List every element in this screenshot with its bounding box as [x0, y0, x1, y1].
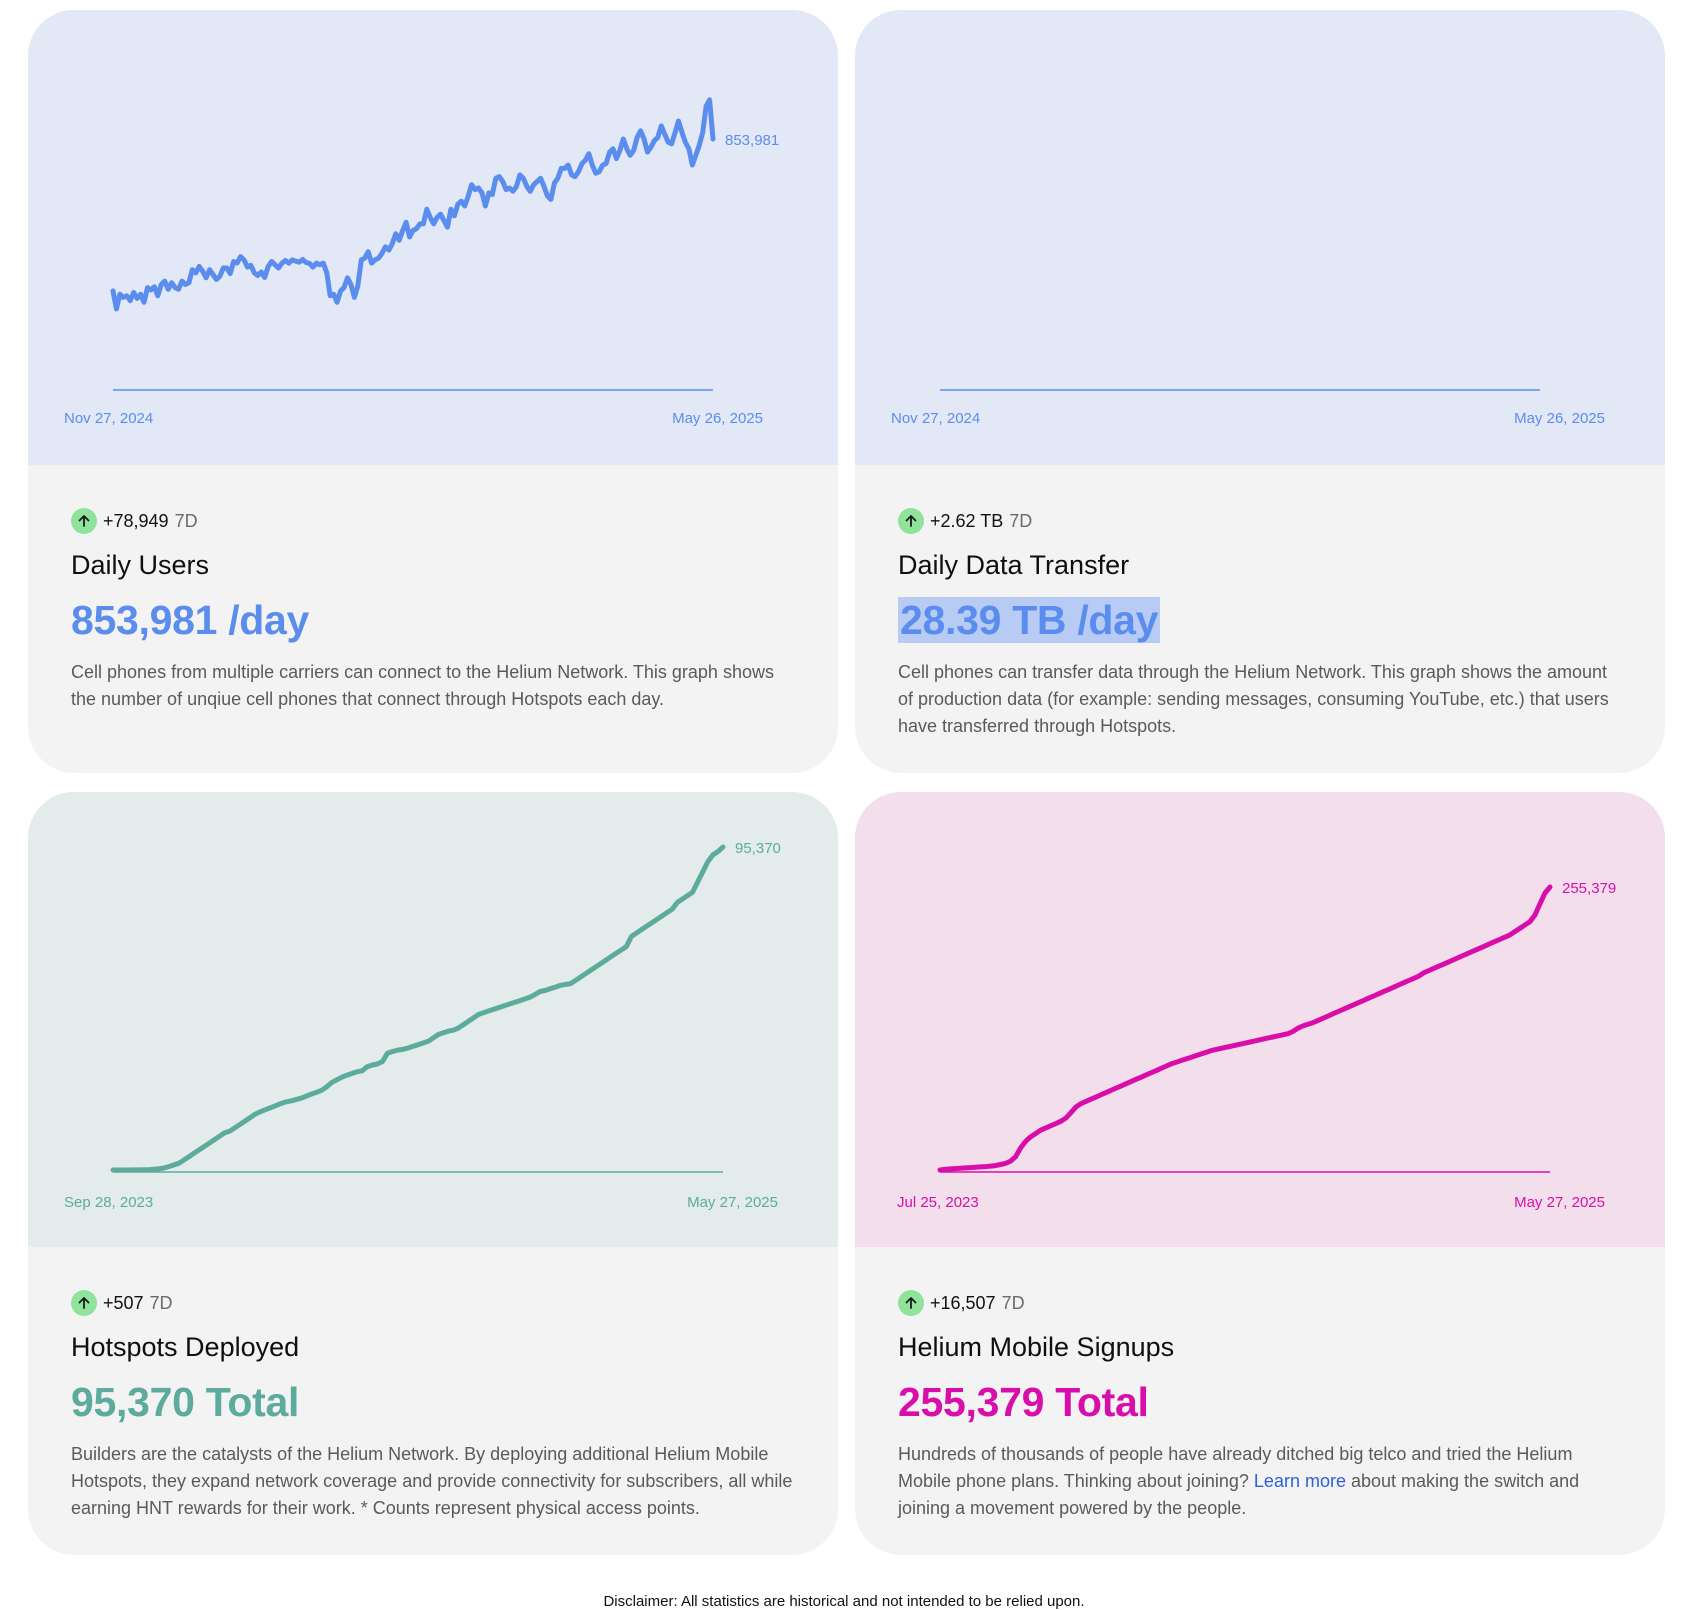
- description-text: about making the switch and joining a mo…: [898, 1471, 1580, 1518]
- delta-row: +507 7D: [71, 1289, 795, 1317]
- x-tick-label: May 27, 2025: [687, 1194, 778, 1211]
- description-text: Hundreds of thousands of people have alr…: [898, 1444, 1573, 1491]
- x-tick-label: May 27, 2025: [1514, 1194, 1605, 1211]
- delta-value: +507: [103, 1292, 144, 1313]
- series-line: [937, 884, 1553, 1173]
- card-description: Cell phones can transfer data through th…: [898, 662, 1609, 736]
- card-title: Helium Mobile Signups: [898, 1332, 1175, 1362]
- card-value: 28.39 TB /day: [898, 597, 1161, 643]
- hotspots-deployed-chart-svg: 95,370 Sep 28, 2023 May 27, 2025: [64, 840, 781, 1211]
- card-description: Hundreds of thousands of people have alr…: [898, 1441, 1622, 1522]
- arrow-up-icon: [898, 1290, 924, 1316]
- daily-users-chart: 853,981 Nov 27, 2024 May 26, 2025: [28, 10, 838, 465]
- arrow-up-icon: [71, 1290, 97, 1316]
- last-value-label: 853,981: [725, 132, 779, 149]
- delta-period: 7D: [1001, 1292, 1025, 1313]
- card-info: +78,949 7D Daily Users 853,981 /day Cell…: [71, 507, 795, 713]
- x-tick-label: Sep 28, 2023: [64, 1194, 153, 1211]
- card-value-wrapper: 28.39 TB /day: [898, 593, 1622, 647]
- card-description: Cell phones from multiple carriers can c…: [71, 662, 774, 709]
- card-value: 853,981 /day: [71, 597, 310, 643]
- delta-period: 7D: [1009, 510, 1033, 531]
- card-info: +16,507 7D Helium Mobile Signups 255,379…: [898, 1289, 1622, 1522]
- hotspots-deployed-card: 95,370 Sep 28, 2023 May 27, 2025 +507 7D H…: [28, 792, 838, 1555]
- delta-value: +78,949: [103, 510, 169, 531]
- x-tick-label: Nov 27, 2024: [891, 410, 980, 427]
- delta-row: +78,949 7D: [71, 507, 795, 535]
- delta-row: +2.62 TB 7D: [898, 507, 1622, 535]
- card-title: Daily Data Transfer: [898, 550, 1130, 580]
- delta-period: 7D: [149, 1292, 173, 1313]
- helium-mobile-signups-card: 255,379 Jul 25, 2023 May 27, 2025 +16,507 …: [855, 792, 1665, 1555]
- delta-row: +16,507 7D: [898, 1289, 1622, 1317]
- card-value: 95,370 Total: [71, 1379, 300, 1425]
- helium-mobile-signups-chart: 255,379 Jul 25, 2023 May 27, 2025: [855, 792, 1665, 1247]
- last-value-label: 95,370: [735, 840, 781, 857]
- x-tick-label: Nov 27, 2024: [64, 410, 153, 427]
- daily-users-chart-svg: 853,981 Nov 27, 2024 May 26, 2025: [64, 97, 779, 427]
- x-tick-label: May 26, 2025: [672, 410, 763, 427]
- card-info: +2.62 TB 7D Daily Data Transfer 28.39 TB…: [898, 507, 1622, 740]
- disclaimer: Disclaimer: All statistics are historica…: [603, 1593, 1085, 1610]
- card-value: 255,379 Total: [898, 1379, 1149, 1425]
- last-value-label: 255,379: [1562, 880, 1616, 897]
- delta-value: +2.62 TB: [930, 510, 1004, 531]
- card-description: Builders are the catalysts of the Helium…: [71, 1444, 793, 1518]
- delta-period: 7D: [174, 510, 198, 531]
- arrow-up-icon: [898, 508, 924, 534]
- series-line: [110, 844, 726, 1173]
- learn-more-link[interactable]: Learn more: [1253, 1471, 1346, 1491]
- delta-value: +16,507: [930, 1292, 996, 1313]
- daily-users-card: 853,981 Nov 27, 2024 May 26, 2025 +78,949 …: [28, 10, 838, 773]
- series-line: [110, 97, 716, 312]
- x-tick-label: Jul 25, 2023: [897, 1194, 979, 1211]
- hotspots-deployed-chart: 95,370 Sep 28, 2023 May 27, 2025: [28, 792, 838, 1247]
- helium-mobile-signups-chart-svg: 255,379 Jul 25, 2023 May 27, 2025: [897, 880, 1616, 1211]
- card-title: Daily Users: [71, 550, 210, 580]
- card-title: Hotspots Deployed: [71, 1332, 300, 1362]
- x-tick-label: May 26, 2025: [1514, 410, 1605, 427]
- arrow-up-icon: [71, 508, 97, 534]
- card-info: +507 7D Hotspots Deployed 95,370 Total B…: [71, 1289, 795, 1522]
